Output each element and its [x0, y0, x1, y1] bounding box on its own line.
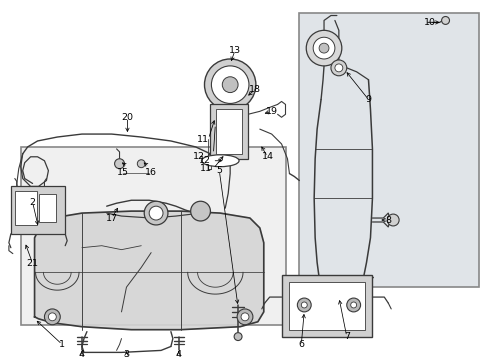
Circle shape: [313, 37, 335, 59]
Bar: [210, 104, 248, 159]
Text: 12: 12: [193, 152, 204, 161]
Text: 11: 11: [196, 135, 209, 144]
Text: 4: 4: [79, 350, 85, 359]
Circle shape: [237, 309, 253, 325]
Ellipse shape: [201, 155, 239, 167]
Circle shape: [137, 160, 145, 168]
Circle shape: [387, 214, 399, 226]
Text: 8: 8: [385, 216, 391, 225]
Bar: [299, 13, 479, 287]
Circle shape: [45, 309, 60, 325]
Circle shape: [351, 302, 357, 308]
Text: 11: 11: [199, 164, 212, 173]
Circle shape: [211, 66, 249, 103]
Text: 19: 19: [266, 107, 278, 116]
Text: 16: 16: [145, 168, 157, 177]
Circle shape: [301, 302, 307, 308]
Circle shape: [319, 43, 329, 53]
Bar: [217, 109, 242, 154]
Text: 14: 14: [262, 152, 274, 161]
Polygon shape: [35, 211, 264, 330]
Bar: [21, 147, 286, 325]
Bar: [15, 192, 37, 225]
Circle shape: [234, 333, 242, 341]
Circle shape: [149, 206, 163, 220]
Text: 2: 2: [29, 198, 36, 207]
Text: 4: 4: [176, 350, 182, 359]
Circle shape: [191, 201, 210, 221]
Text: 10: 10: [424, 18, 436, 27]
Circle shape: [222, 77, 238, 93]
Text: 18: 18: [249, 85, 261, 94]
Circle shape: [297, 298, 311, 312]
Text: 15: 15: [117, 168, 128, 177]
Text: 6: 6: [298, 340, 304, 349]
Circle shape: [306, 30, 342, 66]
Text: 9: 9: [366, 95, 371, 104]
Circle shape: [115, 159, 124, 168]
Text: 12: 12: [198, 156, 211, 165]
Circle shape: [204, 59, 256, 111]
Text: 20: 20: [122, 113, 133, 122]
Bar: [11, 186, 65, 234]
Circle shape: [331, 60, 347, 76]
Text: 17: 17: [106, 213, 118, 222]
Circle shape: [441, 17, 449, 24]
Text: 5: 5: [216, 166, 222, 175]
Bar: [39, 194, 56, 222]
Text: 7: 7: [344, 332, 350, 341]
Circle shape: [335, 64, 343, 72]
Circle shape: [49, 313, 56, 321]
Text: 13: 13: [229, 46, 241, 55]
Text: 21: 21: [26, 259, 39, 268]
Circle shape: [144, 201, 168, 225]
Circle shape: [241, 313, 249, 321]
Bar: [290, 282, 365, 330]
Circle shape: [347, 298, 361, 312]
Text: 1: 1: [59, 340, 65, 349]
Bar: [282, 275, 372, 337]
Text: 3: 3: [123, 350, 129, 359]
